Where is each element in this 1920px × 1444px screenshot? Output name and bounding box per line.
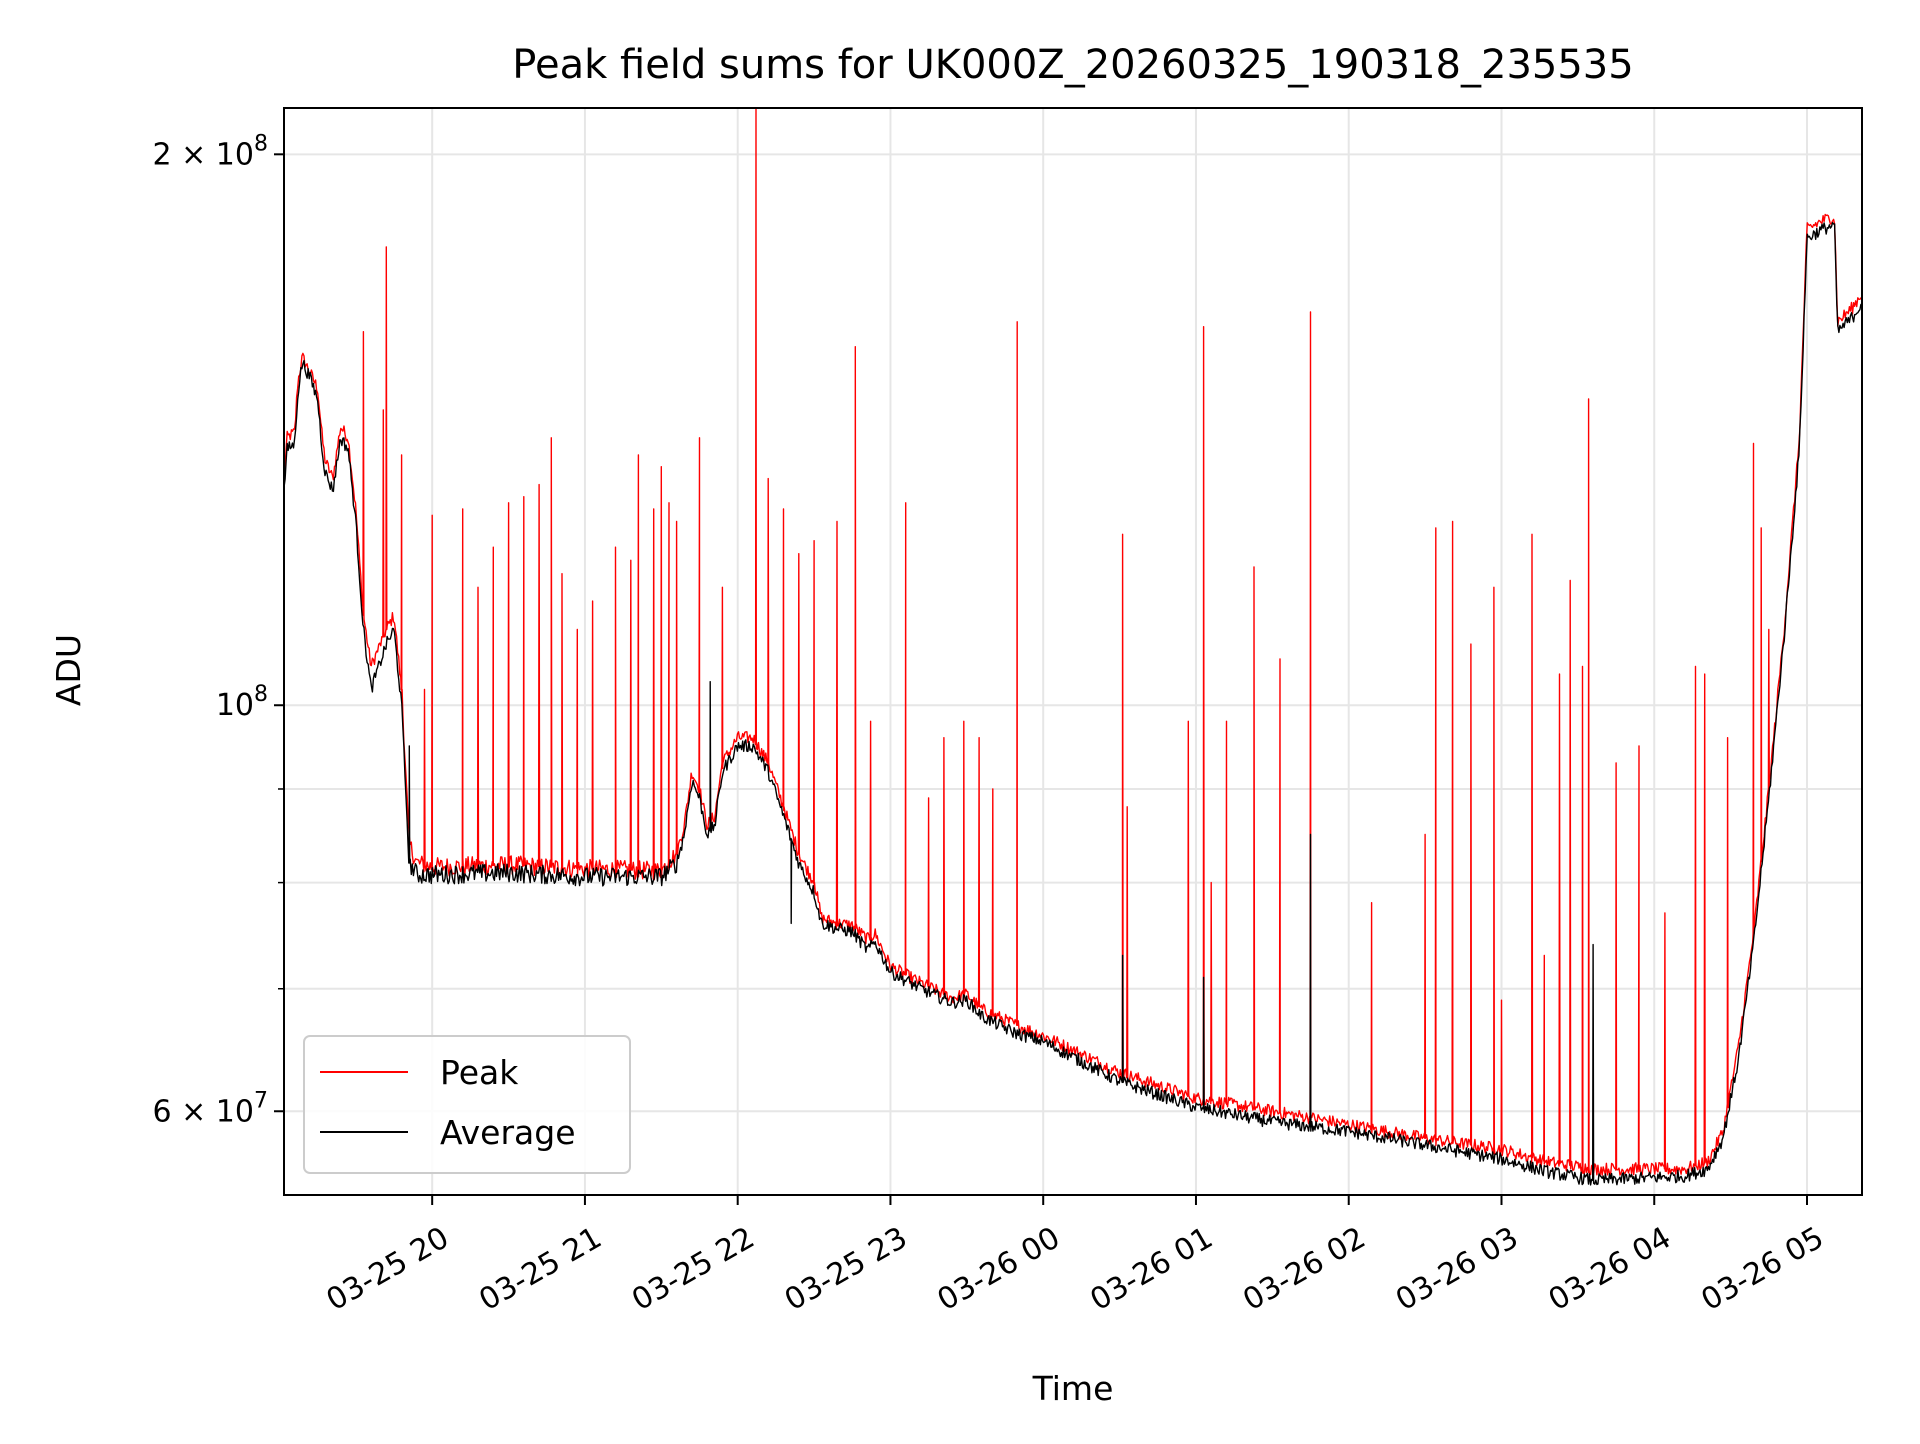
x-axis-label: Time: [1032, 1369, 1114, 1408]
series-lines: [284, 108, 1862, 1186]
legend: Peak Average: [303, 1035, 631, 1174]
y-axis-label: ADU: [49, 634, 88, 706]
y-tick-label: 108: [216, 682, 268, 723]
y-axis-ticks: 6 × 107 108 2 × 108: [153, 131, 284, 1129]
y-tick-label: 6 × 107: [153, 1088, 268, 1129]
y-tick-label: 2 × 108: [153, 131, 268, 172]
legend-peak-label: Peak: [440, 1053, 519, 1092]
series-line-average: [284, 222, 1862, 1186]
legend-box: [303, 1035, 631, 1174]
chart-title: Peak field sums for UK000Z_20260325_1903…: [512, 42, 1633, 88]
plot-area-frame: [283, 107, 1863, 1196]
legend-average-label: Average: [440, 1113, 576, 1152]
